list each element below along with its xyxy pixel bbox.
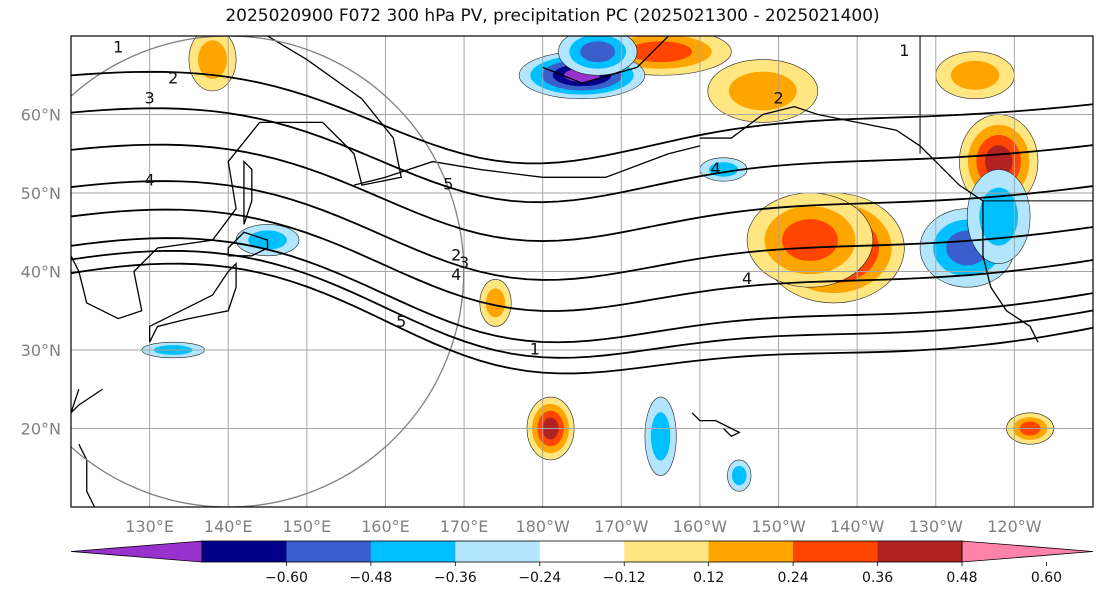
pv-contour-label: 2 (168, 69, 178, 88)
precip-blob (629, 41, 693, 63)
coastline (542, 36, 669, 84)
precip-blob (950, 60, 1000, 90)
pv-contour-label: 5 (443, 175, 453, 194)
colorbar-outline (201, 540, 963, 563)
lon-tick-label: 130°W (909, 517, 964, 536)
coastline (78, 443, 96, 507)
colorbar-segment (539, 541, 625, 562)
pv-contour (71, 143, 1093, 242)
colorbar: −0.60 −0.48 −0.36 −0.24 −0.12 0.12 0.24 0.36 0.4… (70, 540, 1094, 586)
lat-tick-label: 30°N (21, 341, 61, 360)
colorbar-tick-label: 0.24 (778, 570, 809, 586)
colorbar-extend-low (70, 540, 203, 563)
pv-contour-label: 2 (773, 88, 783, 107)
lon-tick-label: 130°E (125, 517, 174, 536)
colorbar-extend-high (961, 540, 1094, 563)
pv-contour-label: 3 (459, 253, 469, 272)
colorbar-segment (793, 541, 879, 562)
precip-blob (728, 71, 797, 111)
lat-tick-label: 40°N (21, 263, 61, 282)
lat-tick-label: 50°N (21, 184, 61, 203)
pv-contour-label: 5 (396, 312, 406, 331)
precip-blob (580, 41, 616, 63)
pv-contour (71, 107, 1093, 204)
precip-blob (197, 40, 228, 79)
pv-contour-label: 1 (113, 37, 123, 56)
lon-tick-label: 140°E (204, 517, 253, 536)
precip-blob (731, 465, 747, 486)
colorbar-tick-label: −0.24 (518, 570, 561, 586)
pv-contour (71, 70, 1093, 165)
colorbar-tick-label: −0.60 (265, 570, 308, 586)
lon-tick-label: 150°E (283, 517, 332, 536)
pv-contour-label: 4 (451, 265, 461, 284)
precip-blob (979, 187, 1019, 246)
coastline (243, 160, 253, 225)
colorbar-tick-label: 0.48 (946, 570, 977, 586)
pv-contour (71, 250, 1093, 359)
colorbar-segment (202, 541, 287, 562)
colorbar-tick-label: 0.36 (862, 570, 893, 586)
lon-tick-label: 180°W (516, 517, 571, 536)
colorbar-segment (624, 541, 710, 562)
lon-tick-label: 170°E (440, 517, 489, 536)
colorbar-tick-label: −0.48 (349, 570, 392, 586)
pv-contour (71, 237, 1093, 344)
lat-tick-label: 20°N (21, 420, 61, 439)
pv-contour-label: 3 (145, 88, 155, 107)
pv-contour (71, 262, 1093, 375)
colorbar-tick-label: −0.12 (603, 570, 646, 586)
coastline (148, 262, 237, 343)
coastline (71, 388, 103, 414)
coastline (227, 231, 269, 257)
colorbar-tick-label: 0.60 (1031, 570, 1062, 586)
lon-tick-label: 120°W (987, 517, 1042, 536)
colorbar-tick-label: 0.12 (693, 570, 724, 586)
precip-blob (782, 219, 838, 262)
map-frame (70, 35, 1094, 508)
pv-contour (71, 180, 1093, 281)
colorbar-segment (286, 541, 372, 562)
chart-title: 2025020900 F072 300 hPa PV, precipitatio… (225, 6, 880, 26)
precip-blob (650, 412, 671, 461)
lat-tick-label: 60°N (21, 106, 61, 125)
pv-contour-label: 4 (145, 171, 155, 190)
lon-tick-label: 150°W (751, 517, 806, 536)
region-circle (71, 36, 465, 507)
colorbar-segment (455, 541, 541, 562)
coastline (353, 145, 701, 186)
colorbar-segment (370, 541, 456, 562)
colorbar-segment (877, 541, 963, 562)
colorbar-tick-label: −0.36 (434, 570, 477, 586)
coastline (71, 36, 402, 320)
pv-contour-label: 4 (711, 159, 721, 178)
pv-contour-label: 2 (451, 245, 461, 264)
pv-contour-label: 4 (742, 269, 752, 288)
pv-contour (71, 208, 1093, 312)
lon-tick-label: 160°W (673, 517, 728, 536)
lon-tick-label: 160°E (361, 517, 410, 536)
coastline (691, 412, 741, 438)
coastline (699, 105, 1039, 343)
lon-tick-label: 140°W (830, 517, 885, 536)
lon-tick-label: 170°W (594, 517, 649, 536)
pv-contour-label: 1 (899, 41, 909, 60)
precip-blob (485, 288, 506, 318)
colorbar-segment (708, 541, 794, 562)
pv-contour-label: 1 (530, 340, 540, 359)
